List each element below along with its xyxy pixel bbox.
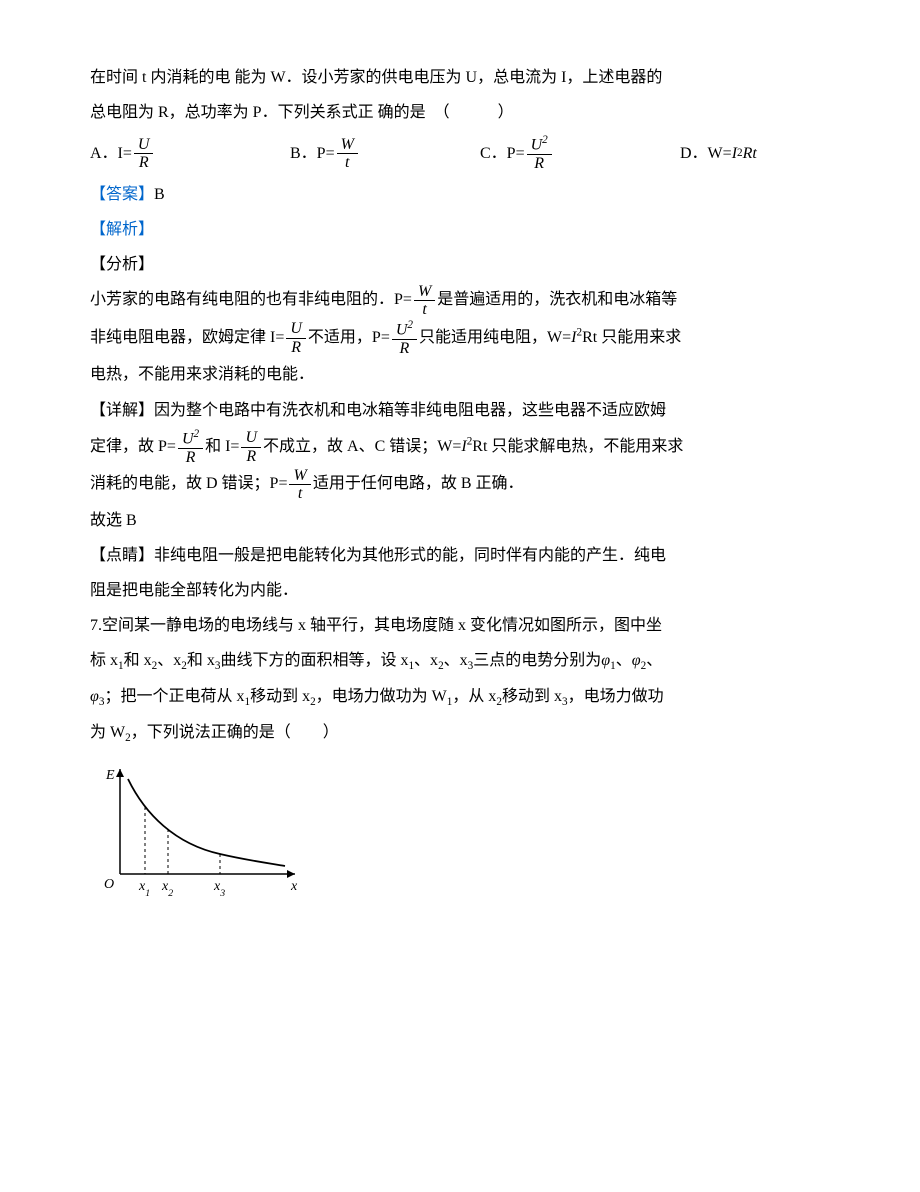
opt-c-frac: U2 R xyxy=(527,134,552,173)
q6-analysis-1: 小芳家的电路有纯电阻的也有非纯电阻的．P=Wt是普遍适用的，洗衣机和电冰箱等 xyxy=(90,282,830,318)
svg-text:O: O xyxy=(104,877,114,892)
q6-detail-3: 消耗的电能，故 D 错误；P=Wt适用于任何电路，故 B 正确． xyxy=(90,466,830,502)
svg-text:x3: x3 xyxy=(213,879,225,899)
opt-d-prefix: D．W= xyxy=(680,136,732,171)
q6-option-b: B．P= W t xyxy=(290,134,480,173)
q6-answer: 【答案】B xyxy=(90,177,830,212)
q6-detail-4: 故选 B xyxy=(90,503,830,538)
q6-stem-line2: 总电阻为 R，总功率为 P．下列关系式正 确的是 （ ） xyxy=(90,95,830,130)
q6-detail-1: 【详解】因为整个电路中有洗衣机和电冰箱等非纯电阻电器，这些电器不适应欧姆 xyxy=(90,393,830,428)
q6-options: A．I= U R B．P= W t C．P= U2 R D．W=I2Rt xyxy=(90,134,830,173)
svg-text:x2: x2 xyxy=(161,879,173,899)
q7-line2: 标 x1和 x2、x2和 x3曲线下方的面积相等，设 x1、x2、x3三点的电势… xyxy=(90,643,830,679)
svg-text:x: x xyxy=(290,879,298,894)
opt-a-prefix: A．I= xyxy=(90,136,132,171)
q6-analysis-3: 电热，不能用来求消耗的电能． xyxy=(90,357,830,392)
q6-detail-2: 定律，故 P=U2R和 I=UR不成立，故 A、C 错误；W=I2Rt 只能求解… xyxy=(90,428,830,467)
answer-label: 【答案】 xyxy=(90,186,154,203)
q6-analysis-2: 非纯电阻电器，欧姆定律 I=UR不适用，P=U2R只能适用纯电阻，W=I2Rt … xyxy=(90,319,830,358)
q7-line3: φ3；把一个正电荷从 x1移动到 x2，电场力做功为 W1，从 x2移动到 x3… xyxy=(90,679,830,715)
q6-tip-2: 阻是把电能全部转化为内能． xyxy=(90,573,830,608)
svg-text:x1: x1 xyxy=(138,879,150,899)
opt-c-prefix: C．P= xyxy=(480,136,525,171)
analysis-label: 【解析】 xyxy=(90,212,830,247)
opt-a-frac: U R xyxy=(134,136,154,172)
q6-tip-1: 【点睛】非纯电阻一般是把电能转化为其他形式的能，同时伴有内能的产生．纯电 xyxy=(90,538,830,573)
answer-value: B xyxy=(154,186,165,203)
svg-text:E: E xyxy=(105,768,115,783)
q6-option-a: A．I= U R xyxy=(90,134,290,173)
opt-b-frac: W t xyxy=(337,136,358,172)
opt-b-prefix: B．P= xyxy=(290,136,335,171)
q6-section-analysis: 【分析】 xyxy=(90,247,830,282)
q6-stem-line1: 在时间 t 内消耗的电 能为 W．设小芳家的供电电压为 U，总电流为 I，上述电… xyxy=(90,60,830,95)
q7-chart: E Ox x1 x2 x3 xyxy=(90,759,310,899)
q6-option-d: D．W=I2Rt xyxy=(680,134,757,173)
q7-line1: 7.空间某一静电场的电场线与 x 轴平行，其电场度随 x 变化情况如图所示，图中… xyxy=(90,608,830,643)
q6-option-c: C．P= U2 R xyxy=(480,134,680,173)
q7-line4: 为 W2，下列说法正确的是（ ） xyxy=(90,715,830,751)
